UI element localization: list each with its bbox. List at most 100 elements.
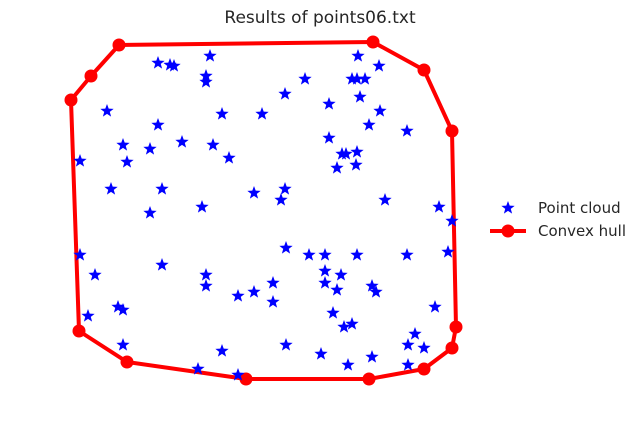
point-star-marker — [199, 279, 213, 292]
point-star-marker — [298, 72, 312, 85]
point-star-marker — [155, 258, 169, 271]
point-star-marker — [350, 72, 364, 85]
point-star-marker — [326, 306, 340, 319]
point-star-marker — [400, 248, 414, 261]
point-star-marker — [155, 182, 169, 195]
legend-label-convex-hull: Convex hull — [538, 222, 626, 240]
point-star-marker — [199, 75, 213, 88]
point-star-marker — [111, 300, 125, 313]
hull-vertex-marker — [64, 93, 78, 107]
point-star-marker — [322, 131, 336, 144]
point-star-marker — [302, 248, 316, 261]
point-star-marker — [322, 97, 336, 110]
point-star-marker — [143, 142, 157, 155]
legend-star-marker — [501, 201, 515, 214]
point-star-marker — [330, 283, 344, 296]
legend: Point cloud Convex hull — [490, 199, 626, 240]
point-star-marker — [279, 338, 293, 351]
hull-vertex-marker — [239, 372, 253, 386]
point-star-marker — [73, 154, 87, 167]
point-star-marker — [247, 186, 261, 199]
point-star-marker — [278, 182, 292, 195]
point-star-marker — [73, 248, 87, 261]
hull-vertex-marker — [366, 35, 380, 49]
point-star-marker — [369, 285, 383, 298]
point-star-marker — [167, 59, 181, 72]
point-star-marker — [120, 155, 134, 168]
hull-vertex-marker — [112, 38, 126, 52]
point-star-marker — [351, 49, 365, 62]
point-star-marker — [318, 276, 332, 289]
point-star-marker — [400, 124, 414, 137]
point-star-marker — [334, 268, 348, 281]
point-star-marker — [81, 309, 95, 322]
point-star-marker — [362, 118, 376, 131]
point-star-marker — [203, 49, 217, 62]
point-star-marker — [143, 206, 157, 219]
hull-vertex-marker — [417, 63, 431, 77]
point-star-marker — [417, 341, 431, 354]
legend-item-convex-hull: Convex hull — [490, 222, 626, 240]
convex-hull-series — [64, 35, 463, 386]
point-star-marker — [314, 347, 328, 360]
point-star-marker — [353, 90, 367, 103]
point-star-marker — [222, 151, 236, 164]
point-star-marker — [318, 248, 332, 261]
legend-label-point-cloud: Point cloud — [538, 199, 621, 217]
point-star-marker — [116, 338, 130, 351]
point-star-marker — [215, 107, 229, 120]
point-star-marker — [206, 138, 220, 151]
point-star-marker — [408, 327, 422, 340]
point-star-marker — [441, 245, 455, 258]
point-star-marker — [401, 338, 415, 351]
point-star-marker — [175, 135, 189, 148]
point-star-marker — [215, 344, 229, 357]
point-star-marker — [350, 248, 364, 261]
hull-vertex-marker — [362, 372, 376, 386]
point-star-marker — [104, 182, 118, 195]
point-star-marker — [349, 158, 363, 171]
point-star-marker — [330, 161, 344, 174]
point-star-marker — [365, 279, 379, 292]
point-star-marker — [151, 118, 165, 131]
point-star-marker — [88, 268, 102, 281]
point-star-marker — [116, 303, 130, 316]
chart-title: Results of points06.txt — [224, 8, 416, 28]
point-star-marker — [266, 295, 280, 308]
point-star-marker — [372, 59, 386, 72]
point-star-marker — [274, 193, 288, 206]
point-star-marker — [195, 200, 209, 213]
point-star-marker — [116, 138, 130, 151]
point-star-marker — [428, 300, 442, 313]
point-star-marker — [279, 241, 293, 254]
point-star-marker — [401, 358, 415, 371]
hull-vertex-marker — [84, 69, 98, 83]
point-star-marker — [100, 104, 114, 117]
point-star-marker — [318, 264, 332, 277]
hull-vertex-marker — [445, 124, 459, 138]
point-star-marker — [358, 72, 372, 85]
point-star-marker — [199, 268, 213, 281]
point-star-marker — [345, 72, 359, 85]
point-star-marker — [445, 214, 459, 227]
point-star-marker — [247, 285, 261, 298]
point-star-marker — [231, 289, 245, 302]
hull-vertex-marker — [72, 324, 86, 338]
point-star-marker — [191, 362, 205, 375]
point-star-marker — [345, 317, 359, 330]
hull-vertex-marker — [120, 355, 134, 369]
point-star-marker — [432, 200, 446, 213]
legend-item-point-cloud: Point cloud — [501, 199, 621, 217]
point-star-marker — [231, 368, 245, 381]
hull-vertex-marker — [445, 341, 459, 355]
hull-vertex-marker — [417, 362, 431, 376]
legend-hull-marker — [501, 224, 515, 238]
point-star-marker — [266, 276, 280, 289]
point-star-marker — [365, 350, 379, 363]
point-star-marker — [339, 147, 353, 160]
point-cloud-series — [73, 49, 459, 381]
point-star-marker — [341, 358, 355, 371]
point-star-marker — [373, 104, 387, 117]
hull-vertex-marker — [449, 320, 463, 334]
